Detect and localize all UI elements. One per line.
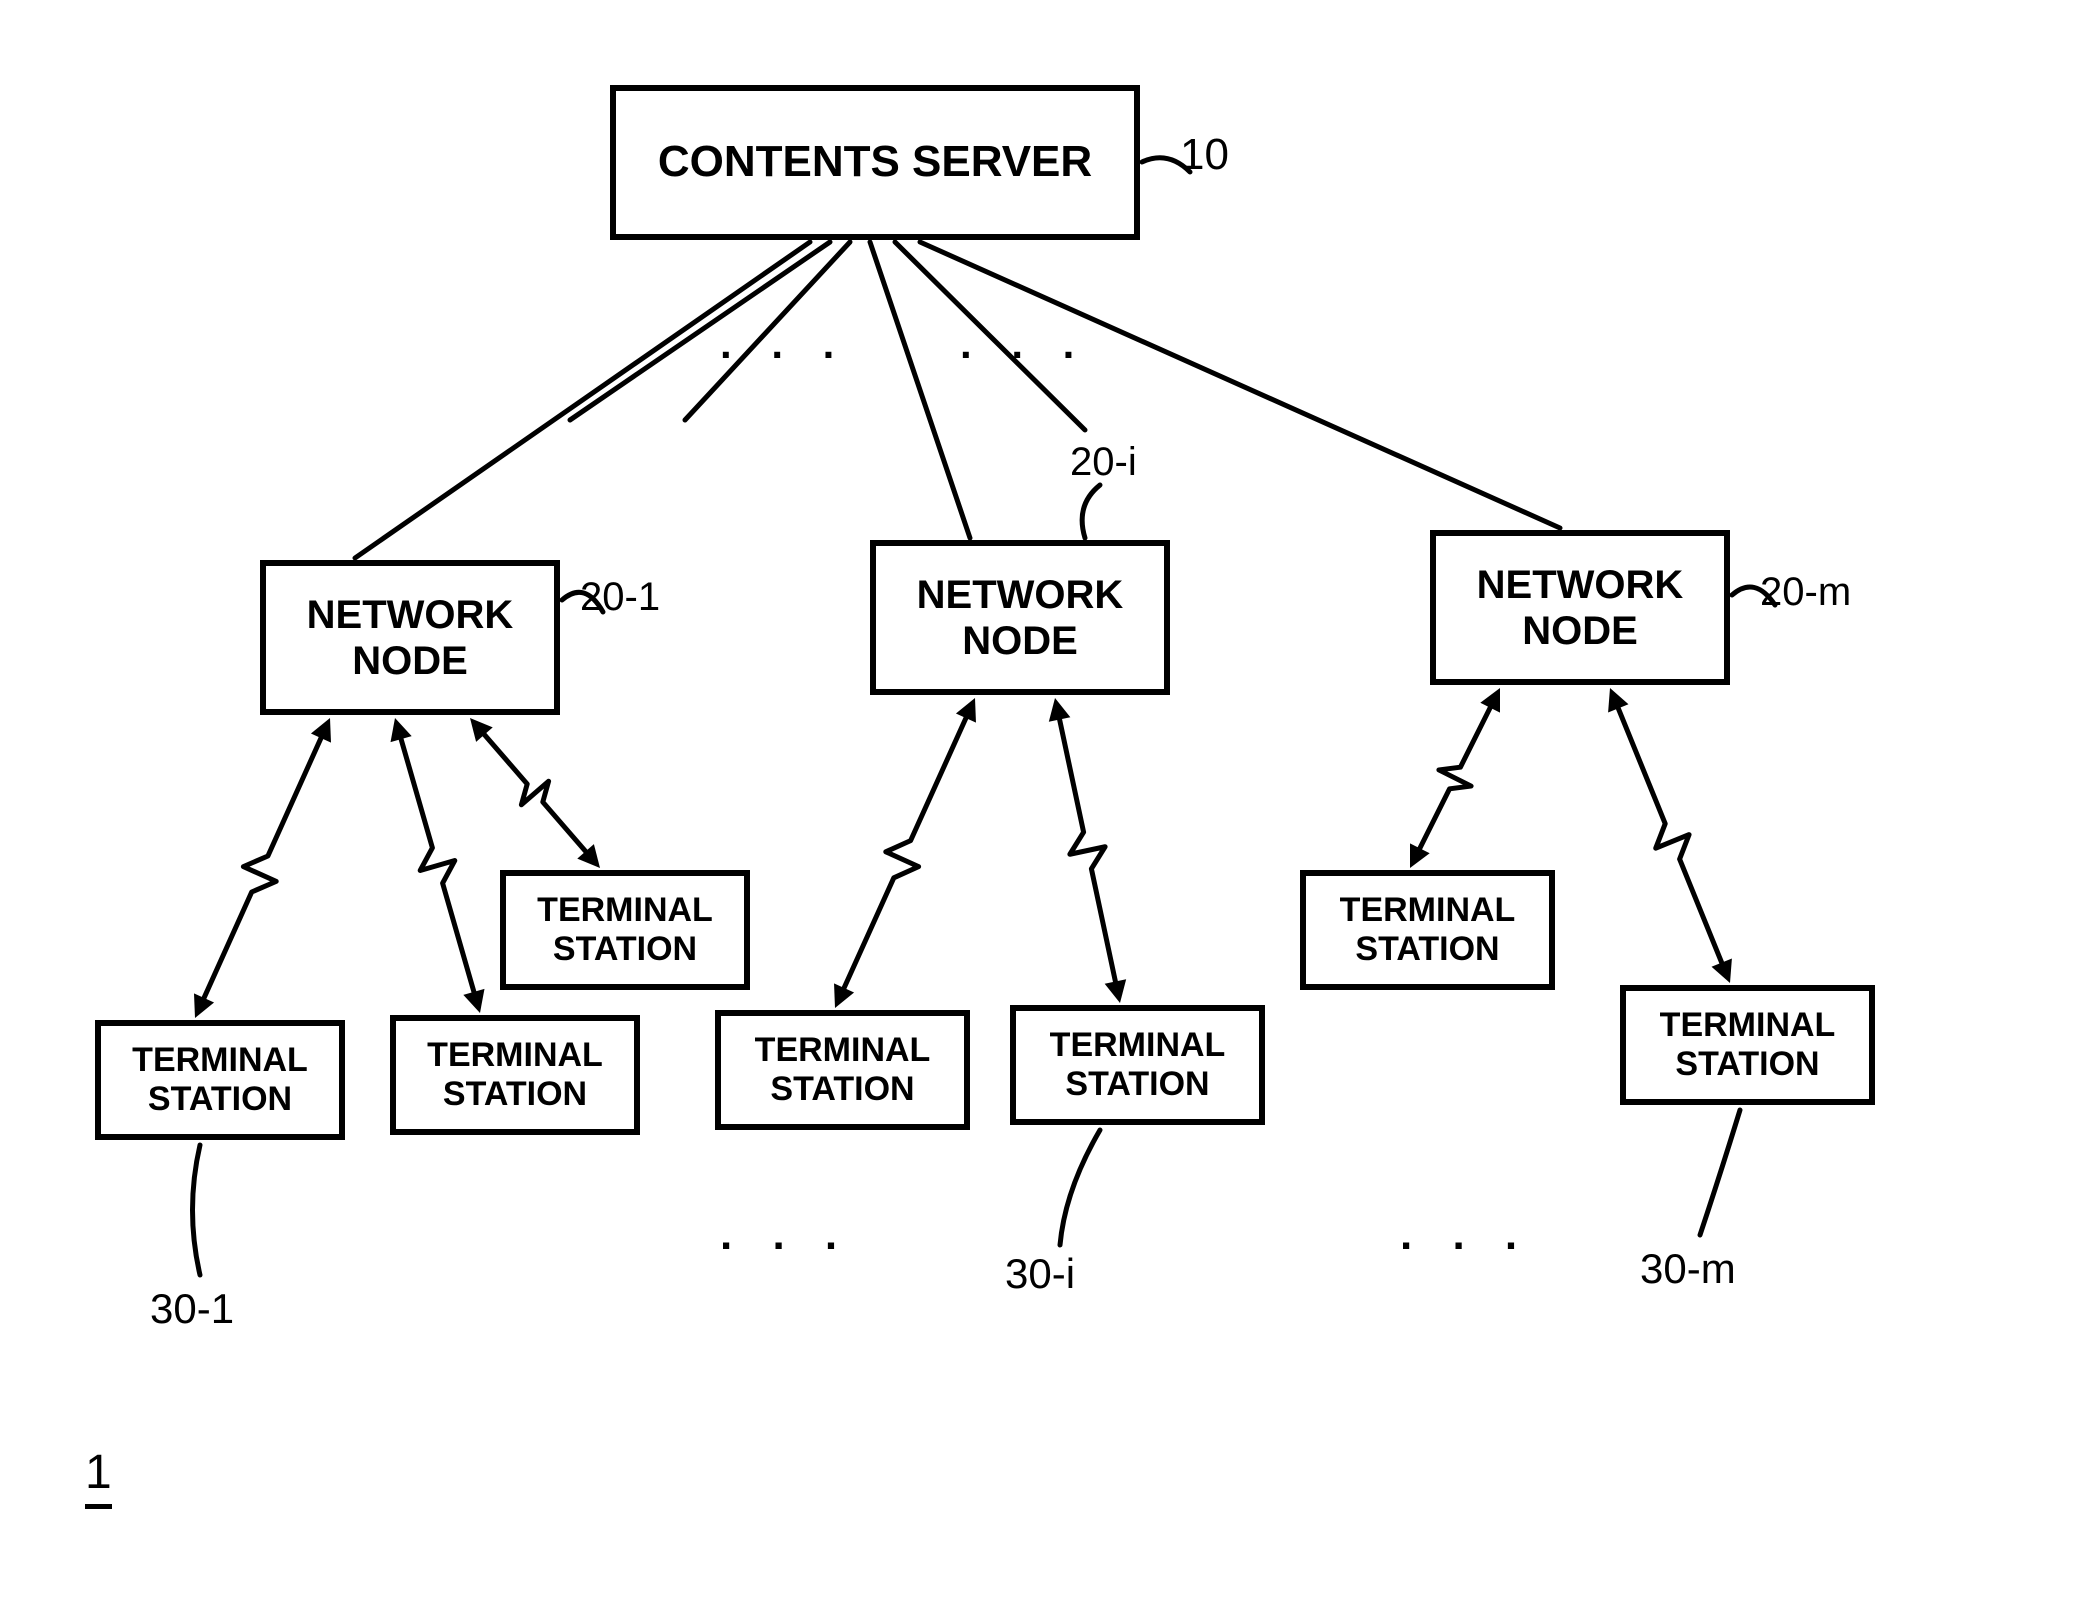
network-node-box: NETWORK NODE xyxy=(870,540,1170,695)
node-ref-label: 20-m xyxy=(1760,570,1851,615)
contents-server-box: CONTENTS SERVER xyxy=(610,85,1140,240)
ellipsis: . . . xyxy=(960,320,1088,368)
ellipsis: . . . xyxy=(720,1210,851,1260)
server-ref-label: 10 xyxy=(1180,130,1229,180)
diagram-canvas: CONTENTS SERVER 10 NETWORK NODE 20-1 NET… xyxy=(0,0,2089,1600)
node-ref-label: 20-i xyxy=(1070,440,1137,485)
terminal-station-box: TERMINAL STATION xyxy=(500,870,750,990)
terminal-station-box: TERMINAL STATION xyxy=(95,1020,345,1140)
network-node-box: NETWORK NODE xyxy=(260,560,560,715)
terminal-ref-label: 30-i xyxy=(1005,1250,1075,1298)
ellipsis: . . . xyxy=(1400,1210,1531,1260)
terminal-station-box: TERMINAL STATION xyxy=(715,1010,970,1130)
terminal-station-box: TERMINAL STATION xyxy=(390,1015,640,1135)
node-ref-label: 20-1 xyxy=(580,575,660,620)
terminal-ref-label: 30-m xyxy=(1640,1245,1736,1293)
connector-layer xyxy=(0,0,2089,1600)
ellipsis: . . . xyxy=(720,320,848,368)
figure-number: 1 xyxy=(85,1445,112,1509)
terminal-station-box: TERMINAL STATION xyxy=(1010,1005,1265,1125)
terminal-station-box: TERMINAL STATION xyxy=(1300,870,1555,990)
terminal-station-box: TERMINAL STATION xyxy=(1620,985,1875,1105)
network-node-box: NETWORK NODE xyxy=(1430,530,1730,685)
terminal-ref-label: 30-1 xyxy=(150,1285,234,1333)
